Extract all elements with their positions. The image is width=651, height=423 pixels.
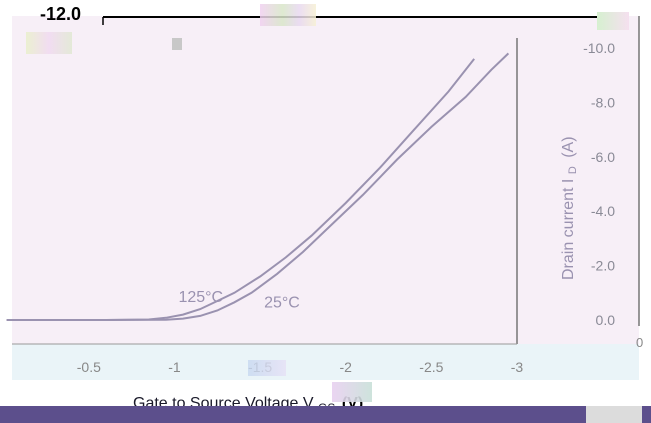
y-tick-label: -8.0 — [591, 94, 615, 110]
y-axis-label-main: Drain current I — [560, 179, 577, 280]
right-edge-label: 0 — [636, 335, 643, 350]
scan-artifact — [172, 38, 182, 50]
y-axis-label: Drain current I D (A) — [560, 136, 580, 280]
scan-artifact — [332, 382, 372, 402]
x-tick-label: -1 — [168, 359, 181, 375]
right-panel — [517, 16, 639, 344]
plot-area — [12, 16, 517, 344]
scan-artifact — [260, 4, 316, 26]
bottom-band-upper — [0, 380, 651, 406]
bottom-band — [0, 406, 651, 423]
series-line-25C — [6, 52, 510, 321]
scan-artifact — [597, 12, 629, 30]
y-tick-label: -4.0 — [591, 203, 615, 219]
top-left-label: -12.0 — [40, 4, 81, 24]
curve-annotation: 25°C — [264, 295, 300, 312]
scan-artifact — [248, 360, 286, 376]
curve-annotations: 125°C 25°C — [178, 289, 299, 311]
y-axis-label-unit: (A) — [560, 136, 577, 157]
x-tick-label: -3 — [511, 359, 524, 375]
x-tick-band — [12, 344, 639, 380]
series-lines — [6, 52, 510, 321]
scan-artifact — [26, 32, 72, 54]
x-tick-label: -0.5 — [77, 359, 101, 375]
y-tick-labels: 0.0 -2.0 -4.0 -6.0 -8.0 -10.0 — [583, 40, 615, 328]
y-tick-label: -6.0 — [591, 149, 615, 165]
y-tick-label: 0.0 — [596, 312, 616, 328]
x-tick-label: -2.5 — [419, 359, 443, 375]
x-tick-label: -2 — [340, 359, 353, 375]
y-tick-label: -2.0 — [591, 258, 615, 274]
curve-annotation: 125°C — [178, 289, 223, 306]
grey-box — [586, 406, 642, 423]
y-tick-label: -10.0 — [583, 40, 615, 56]
y-axis-label-sub: D — [567, 166, 579, 174]
